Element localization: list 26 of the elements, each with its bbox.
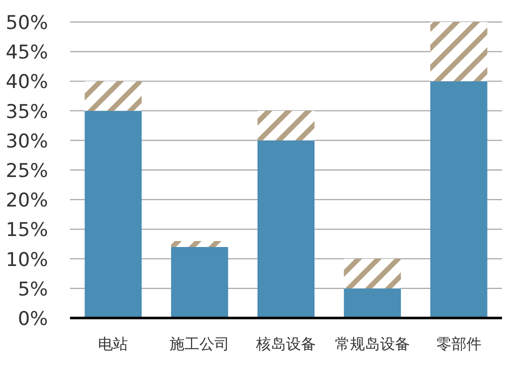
y-tick-label: 15% bbox=[6, 219, 48, 242]
bar bbox=[430, 81, 488, 318]
y-tick-label: 30% bbox=[6, 130, 48, 152]
bar bbox=[344, 258, 401, 288]
y-tick-label: 0% bbox=[18, 308, 48, 330]
x-tick-label: 常规岛设备 bbox=[334, 335, 410, 353]
y-tick-label: 20% bbox=[6, 190, 48, 212]
bar bbox=[84, 110, 142, 318]
y-tick-label: 45% bbox=[6, 42, 48, 64]
bar bbox=[171, 246, 228, 318]
x-tick-label: 核岛设备 bbox=[255, 335, 316, 353]
x-tick-label: 电站 bbox=[98, 335, 128, 353]
x-tick-label: 施工公司 bbox=[170, 335, 230, 353]
y-tick-label: 5% bbox=[18, 278, 48, 300]
bar bbox=[171, 241, 228, 247]
bar bbox=[430, 22, 488, 82]
y-tick-label: 25% bbox=[6, 160, 48, 182]
bar bbox=[257, 140, 315, 318]
bar bbox=[257, 110, 315, 140]
y-tick-label: 35% bbox=[6, 100, 48, 123]
x-tick-label: 零部件 bbox=[436, 335, 482, 353]
bar bbox=[344, 288, 401, 318]
bar bbox=[84, 81, 142, 111]
y-tick-label: 40% bbox=[6, 71, 48, 94]
y-tick-label: 10% bbox=[6, 248, 48, 271]
y-tick-label: 50% bbox=[6, 12, 48, 34]
